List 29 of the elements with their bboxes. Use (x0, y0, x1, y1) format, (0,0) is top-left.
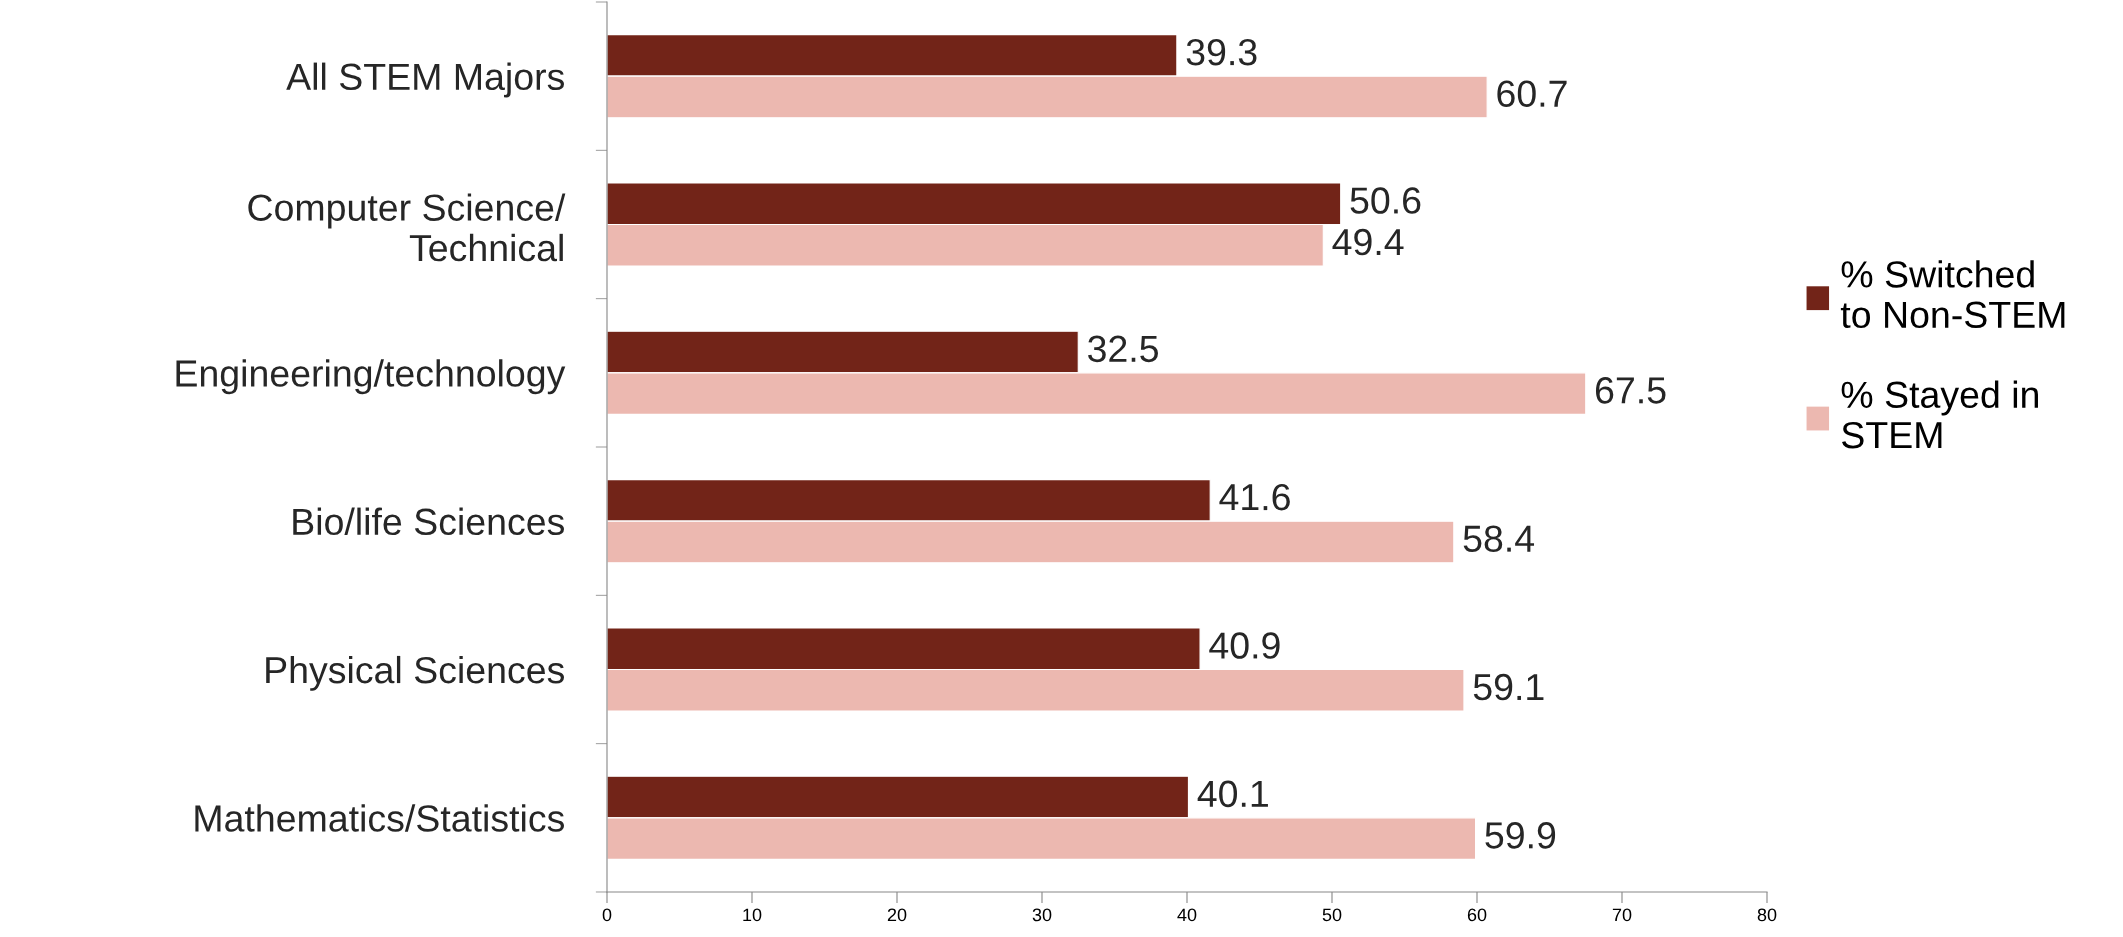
data-label: 50.6 (1350, 187, 1421, 214)
x-tick-label: 80 (1757, 908, 1777, 922)
data-label: 67.5 (1595, 377, 1666, 404)
data-label: 40.9 (1209, 632, 1280, 659)
data-label: 49.4 (1332, 228, 1404, 256)
data-label: 60.7 (1497, 80, 1567, 107)
x-tick-label: 50 (1322, 908, 1342, 922)
y-tick-label: Engineering/technology (176, 359, 566, 395)
data-label: 59.1 (1473, 673, 1544, 701)
y-tick-label: Physical Sciences (266, 655, 564, 691)
x-tick-label: 20 (887, 908, 907, 922)
legend-label: % Stayed in STEM (1841, 380, 2038, 449)
data-label: 39.3 (1186, 38, 1257, 66)
data-label: 41.6 (1219, 483, 1290, 511)
data-label: 59.9 (1485, 822, 1556, 849)
x-tick-label: 70 (1612, 908, 1632, 922)
x-tick-label: 0 (602, 908, 612, 922)
x-tick-label: 10 (743, 908, 762, 922)
y-tick-label: Mathematics/Statistics (195, 804, 564, 832)
x-tick-label: 30 (1032, 908, 1052, 922)
y-tick-label: Computer Science/ Technical (248, 193, 566, 262)
data-label: 58.4 (1463, 525, 1535, 552)
y-tick-label: All STEM Majors (286, 62, 564, 98)
x-tick-label: 40 (1177, 908, 1197, 922)
y-tick-label: Bio/life Sciences (293, 507, 564, 536)
data-label: 32.5 (1088, 335, 1158, 363)
x-tick-label: 60 (1467, 908, 1487, 922)
data-label: 40.1 (1197, 780, 1268, 808)
legend-label: % Switched to Non-STEM (1840, 260, 2065, 329)
